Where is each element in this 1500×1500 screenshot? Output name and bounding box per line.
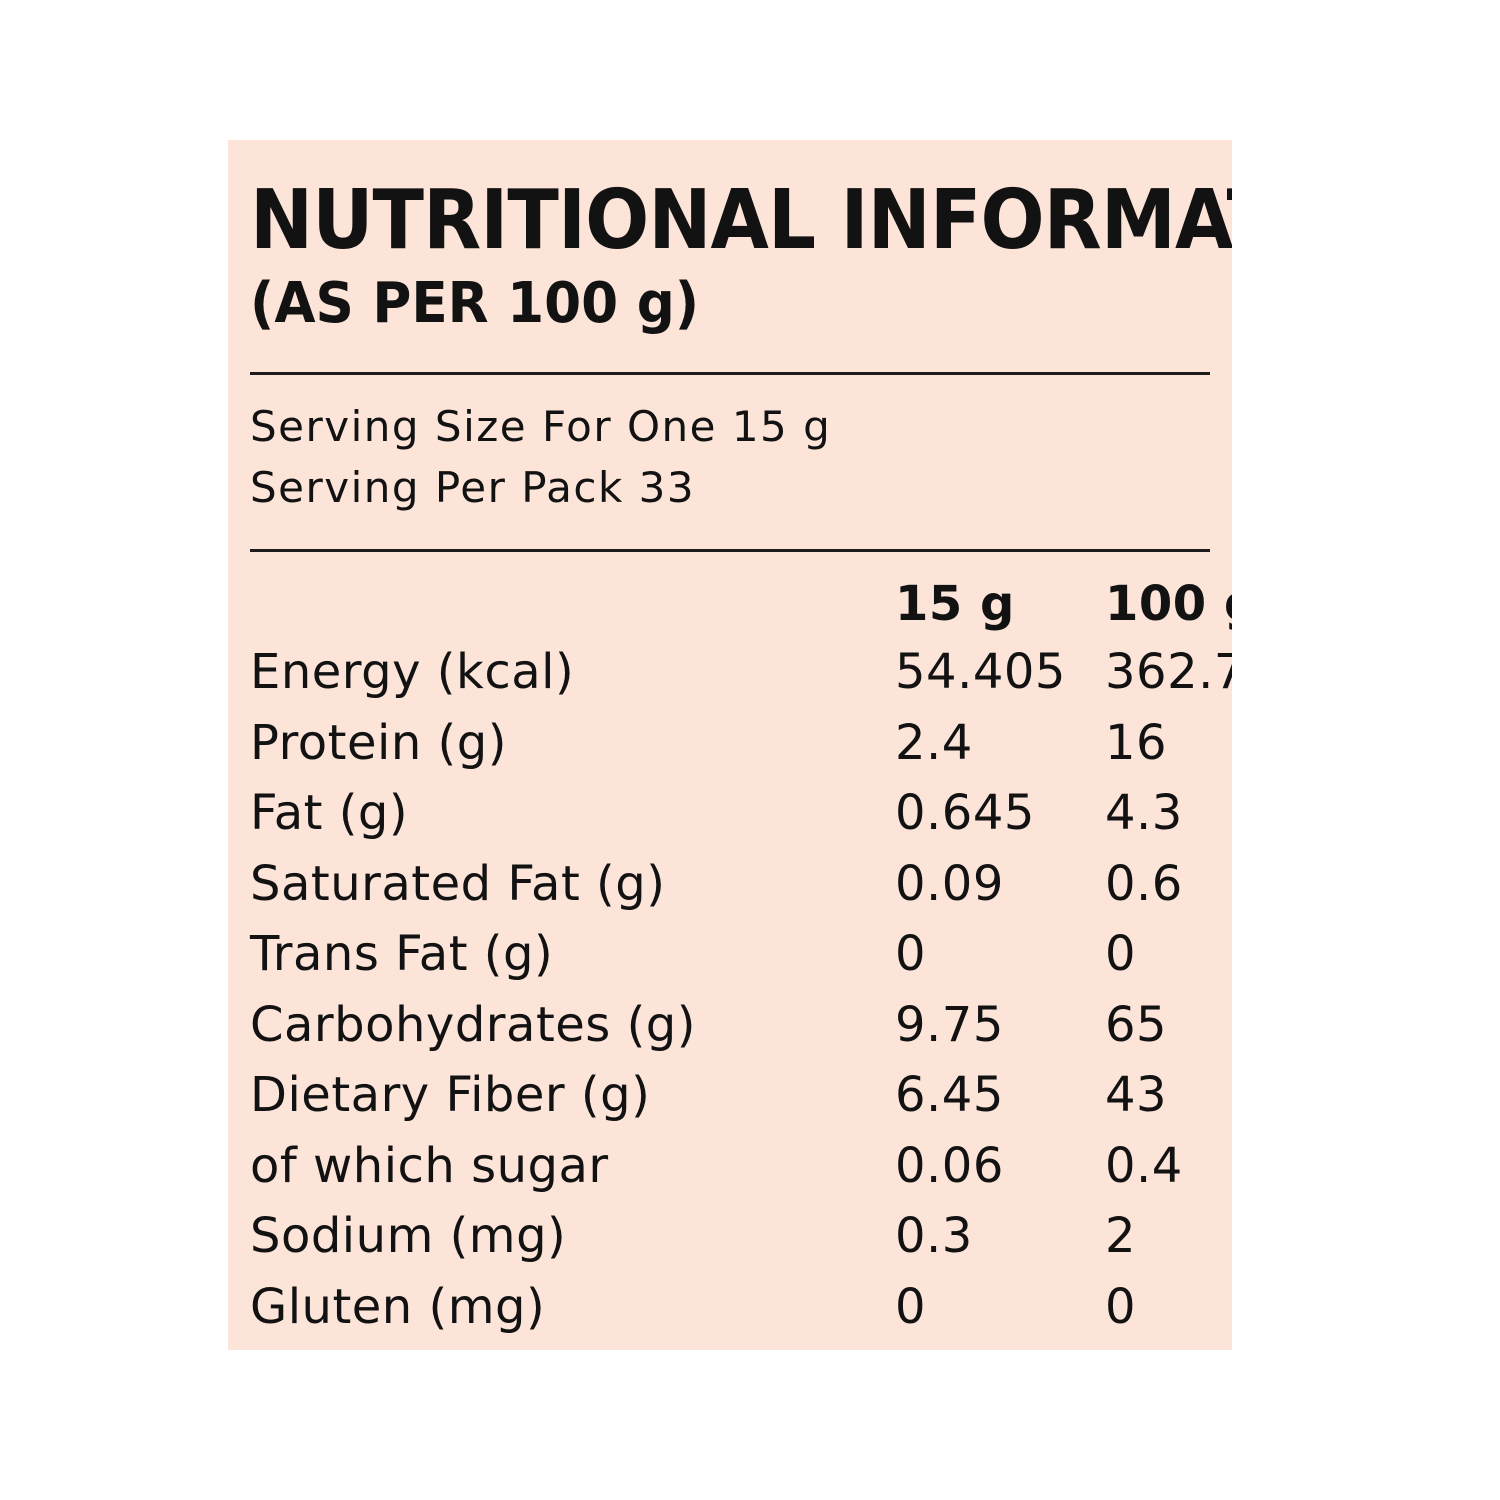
table-row: Fat (g) 0.645 4.3: [250, 778, 1210, 849]
table-row: Dietary Fiber (g) 6.45 43: [250, 1060, 1210, 1131]
table-row: Carbohydrates (g) 9.75 65: [250, 990, 1210, 1061]
table-row: Trans Fat (g) 0 0: [250, 919, 1210, 990]
row-value-100g: 43: [1105, 1067, 1168, 1124]
row-value-100g: 4.3: [1105, 785, 1183, 842]
row-label: of which sugar: [250, 1137, 609, 1194]
table-row: Gluten (mg) 0 0: [250, 1272, 1210, 1343]
row-label: Protein (g): [250, 714, 507, 771]
row-label: Carbohydrates (g): [250, 996, 696, 1053]
column-header-100g: 100 g: [1105, 576, 1232, 633]
divider-top: [250, 372, 1210, 376]
serving-size-line: Serving Size For One 15 g: [250, 402, 832, 452]
row-value-15g: 0.09: [895, 855, 1004, 912]
row-label: Energy (kcal): [250, 643, 575, 700]
row-value-15g: 0.3: [895, 1208, 973, 1265]
row-value-15g: 0: [895, 1278, 927, 1335]
nutrition-title: NUTRITIONAL INFORMATION: [250, 173, 1232, 268]
nutrition-panel: NUTRITIONAL INFORMATION (AS PER 100 g) S…: [228, 140, 1232, 1350]
row-label: Fat (g): [250, 785, 409, 842]
row-value-100g: 65: [1105, 996, 1168, 1053]
nutrition-table: 15 g 100 g Energy (kcal) 54.405 362.7 Pr…: [250, 572, 1232, 1343]
row-value-100g: 0.4: [1105, 1137, 1183, 1194]
row-label: Trans Fat (g): [250, 926, 554, 983]
row-value-15g: 0.06: [895, 1137, 1004, 1194]
table-header-row: 15 g 100 g: [250, 572, 1232, 637]
table-row: Protein (g) 2.4 16: [250, 708, 1210, 779]
row-value-100g: 0: [1105, 926, 1137, 983]
row-value-15g: 54.405: [895, 643, 1066, 700]
table-row: Energy (kcal) 54.405 362.7: [250, 637, 1232, 708]
row-value-100g: 2: [1105, 1208, 1137, 1265]
row-value-15g: 0: [895, 926, 927, 983]
row-value-15g: 0.645: [895, 785, 1035, 842]
nutrition-subtitle: (AS PER 100 g): [250, 271, 700, 336]
row-value-15g: 9.75: [895, 996, 1004, 1053]
table-row: Sodium (mg) 0.3 2: [250, 1201, 1210, 1272]
divider-middle: [250, 549, 1210, 553]
row-value-100g: 362.7: [1105, 643, 1232, 700]
row-label: Saturated Fat (g): [250, 855, 666, 912]
row-label: Gluten (mg): [250, 1278, 546, 1335]
table-row: of which sugar 0.06 0.4: [250, 1131, 1210, 1202]
row-value-15g: 2.4: [895, 714, 973, 771]
row-label: Dietary Fiber (g): [250, 1067, 651, 1124]
column-header-15g: 15 g: [895, 576, 1015, 633]
serving-info: Serving Size For One 15 g Serving Per Pa…: [250, 397, 1210, 519]
row-label: Sodium (mg): [250, 1208, 567, 1265]
table-row: Saturated Fat (g) 0.09 0.6: [250, 849, 1210, 920]
row-value-100g: 0.6: [1105, 855, 1183, 912]
row-value-100g: 0: [1105, 1278, 1137, 1335]
serving-per-pack-line: Serving Per Pack 33: [250, 463, 696, 513]
row-value-15g: 6.45: [895, 1067, 1004, 1124]
row-value-100g: 16: [1105, 714, 1168, 771]
